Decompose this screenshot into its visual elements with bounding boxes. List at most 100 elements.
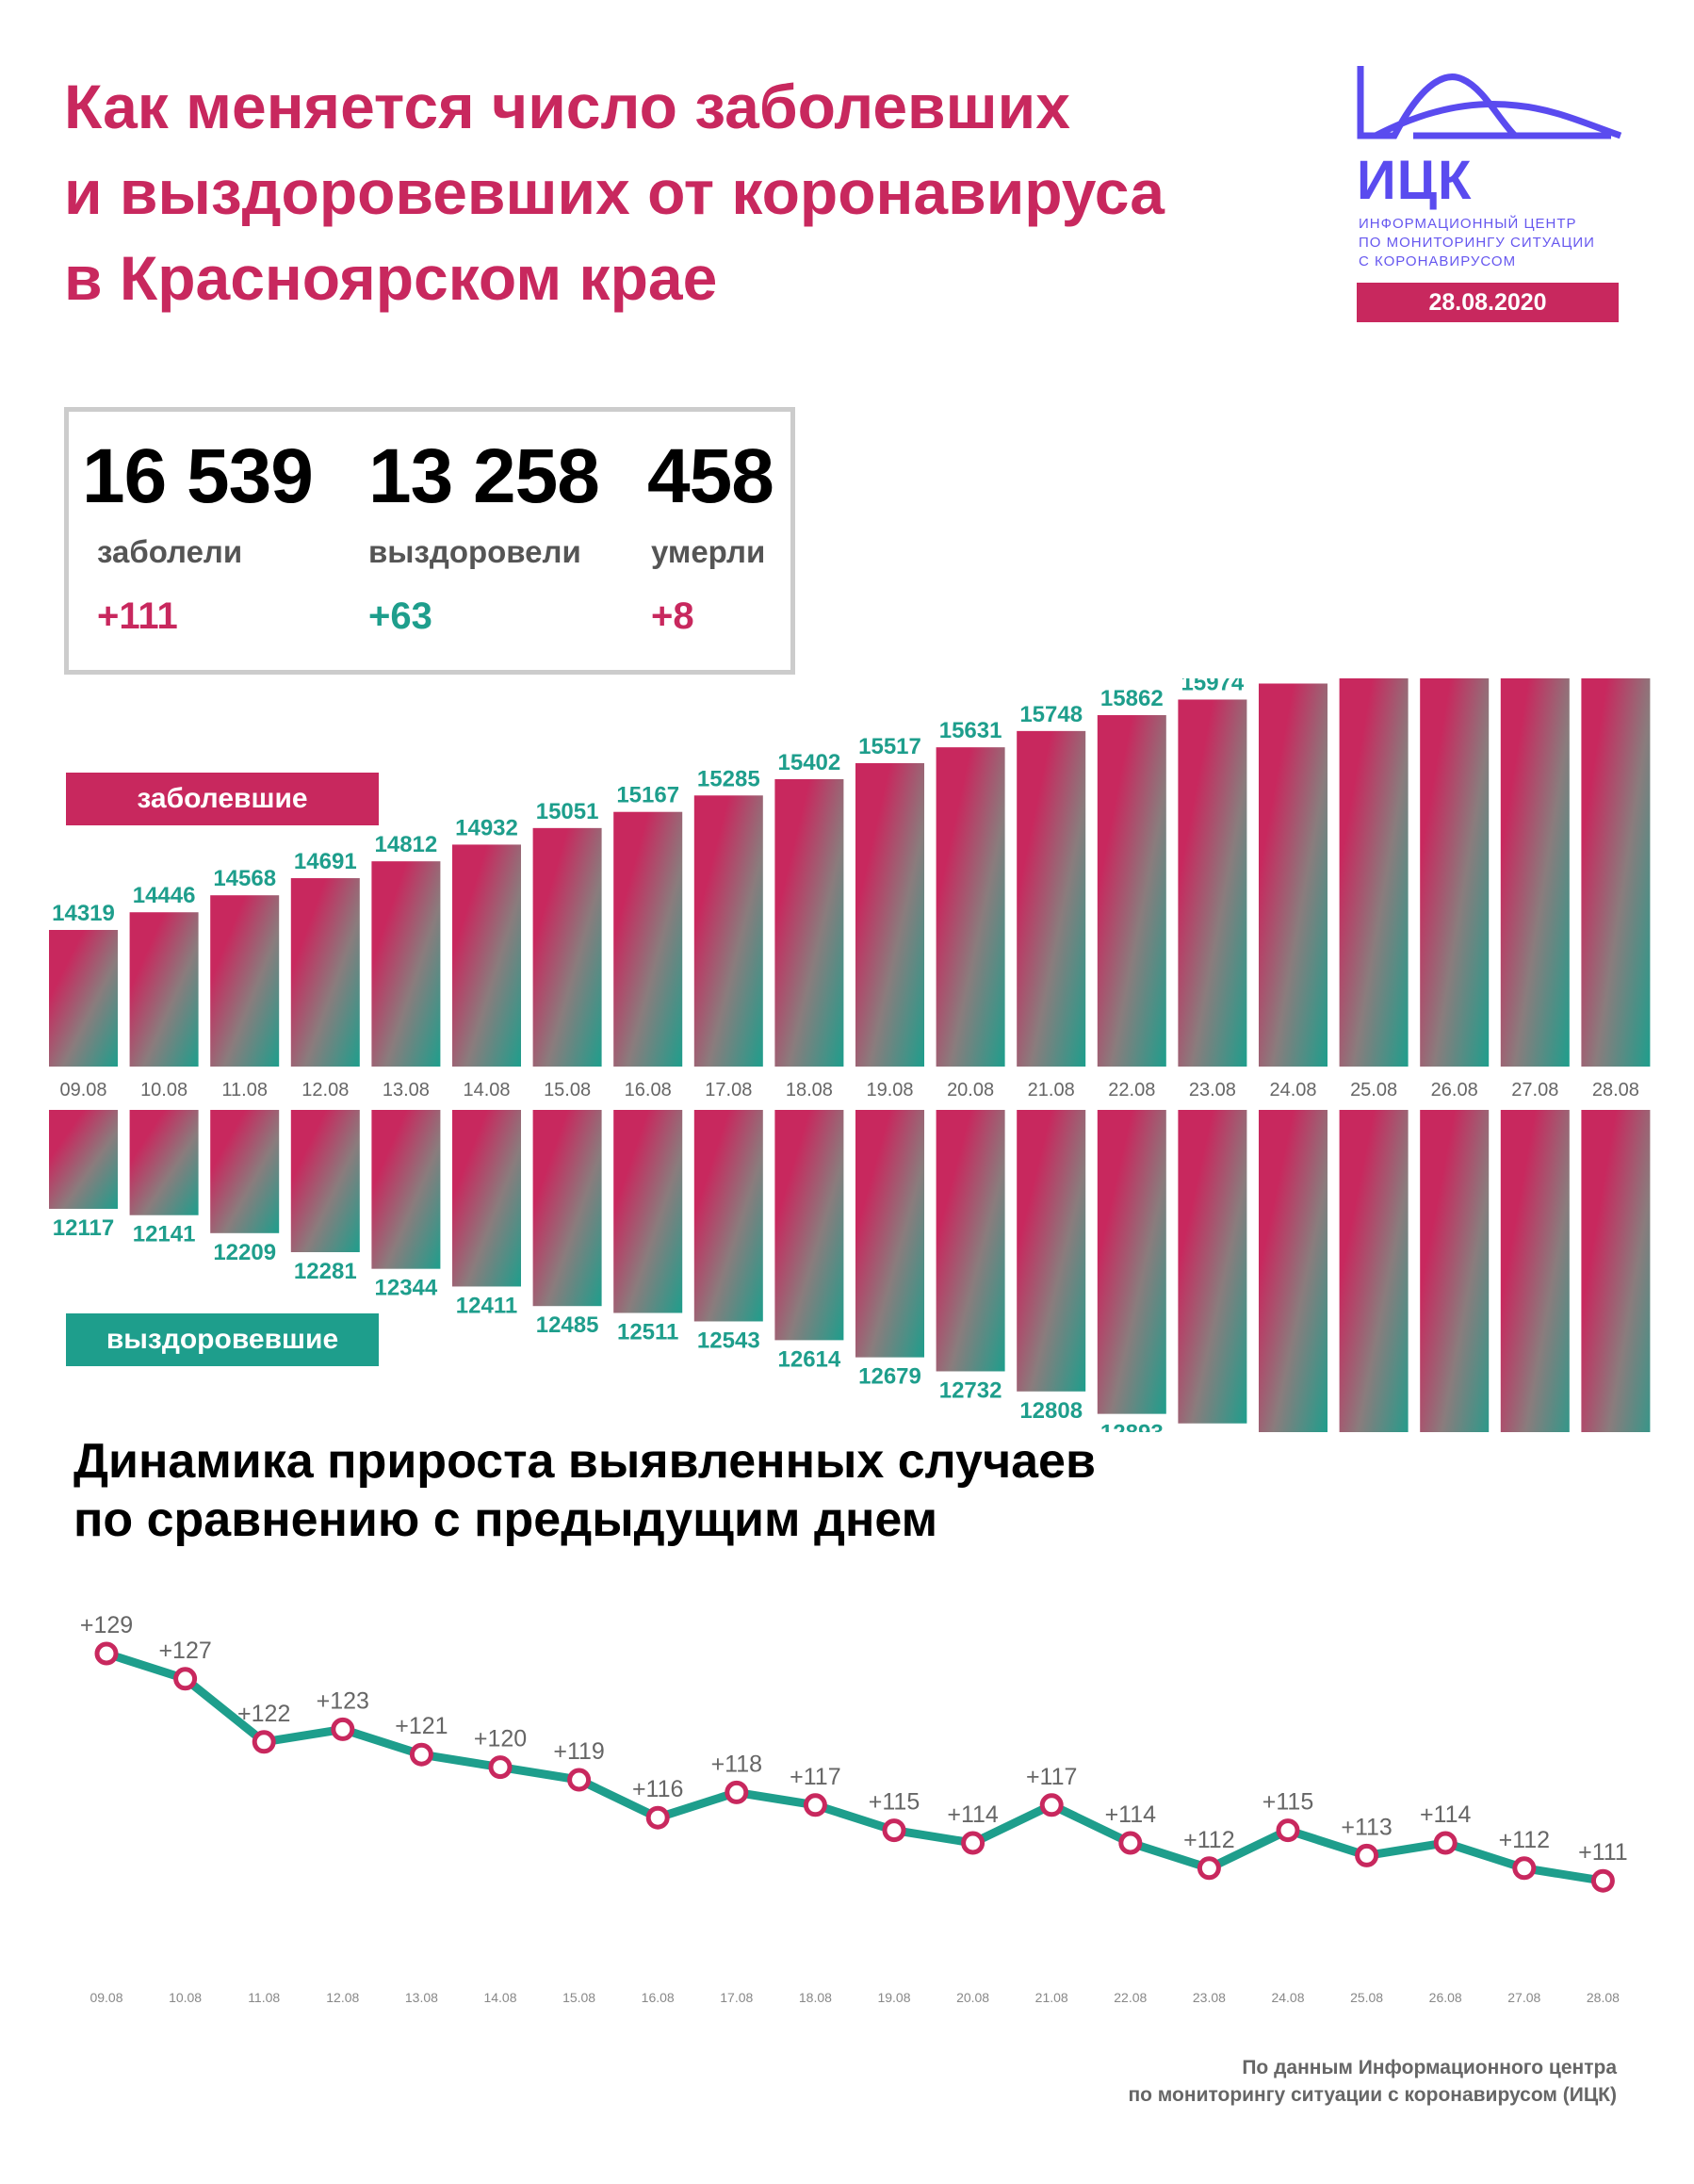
infected-bar-17.08 bbox=[693, 795, 763, 1067]
infected-value-label: 14691 bbox=[294, 849, 357, 874]
increase-value-label: +118 bbox=[711, 1751, 762, 1777]
deaths-delta: +8 bbox=[651, 595, 694, 637]
line-date-label: 21.08 bbox=[1035, 1990, 1068, 2005]
increase-point bbox=[567, 1768, 592, 1792]
line-date-label: 17.08 bbox=[720, 1990, 753, 2005]
recovered-value-label: 12614 bbox=[778, 1346, 841, 1372]
line-date-label: 10.08 bbox=[169, 1990, 202, 2005]
logo-abbreviation: ИЦК bbox=[1357, 150, 1473, 211]
recovered-bar-26.08 bbox=[1420, 1110, 1490, 1432]
recovered-bar-12.08 bbox=[290, 1110, 360, 1252]
infected-bar-28.08 bbox=[1581, 678, 1651, 1067]
infected-value-label: 14319 bbox=[52, 901, 115, 926]
bar-date-label: 22.08 bbox=[1108, 1080, 1155, 1100]
infected-value-label: 15051 bbox=[536, 799, 599, 824]
recovered-bar-17.08 bbox=[693, 1110, 763, 1322]
recovered-bar-27.08 bbox=[1500, 1110, 1570, 1432]
bar-date-label: 25.08 bbox=[1350, 1080, 1397, 1100]
infected-series-tag: заболевшие bbox=[66, 773, 379, 825]
bar-date-label: 16.08 bbox=[625, 1080, 672, 1100]
recovered-value-label: 12543 bbox=[697, 1328, 760, 1353]
infected-bar-10.08 bbox=[129, 912, 199, 1067]
infected-value-label: 15167 bbox=[616, 783, 679, 808]
increase-point bbox=[409, 1742, 433, 1767]
increase-value-label: +115 bbox=[869, 1789, 920, 1816]
infected-value-label: 15517 bbox=[858, 734, 921, 759]
bar-date-label: 18.08 bbox=[786, 1080, 833, 1100]
infected-label: заболели bbox=[97, 534, 243, 569]
increase-point bbox=[1039, 1793, 1064, 1817]
increase-point bbox=[1355, 1843, 1379, 1867]
line-date-label: 22.08 bbox=[1114, 1990, 1147, 2005]
increase-value-label: +112 bbox=[1183, 1827, 1234, 1853]
line-date-label: 26.08 bbox=[1429, 1990, 1462, 2005]
recovered-bar-11.08 bbox=[210, 1110, 280, 1233]
line-chart-title-line-2: по сравнению с предыдущим днем bbox=[73, 1492, 938, 1547]
infected-bar-18.08 bbox=[774, 778, 844, 1067]
recovered-value-label: 12929 bbox=[1181, 1430, 1245, 1432]
line-chart-title: Динамика прироста выявленных случаев по … bbox=[73, 1432, 1096, 1549]
infected-value-label: 14446 bbox=[133, 883, 196, 908]
recovered-value-label: 12281 bbox=[294, 1259, 357, 1284]
recovered-value-label: 12511 bbox=[617, 1319, 678, 1345]
recovered-value-label: 12117 bbox=[53, 1215, 114, 1241]
recovered-value-label: 12732 bbox=[939, 1377, 1002, 1403]
infected-value-label: 14568 bbox=[213, 866, 276, 891]
recovered-value-label: 12209 bbox=[213, 1240, 276, 1265]
bar-date-label: 15.08 bbox=[544, 1080, 591, 1100]
increase-point bbox=[331, 1717, 355, 1741]
infected-value-label: 14812 bbox=[375, 832, 438, 857]
increase-point bbox=[1512, 1856, 1537, 1881]
increase-point bbox=[803, 1793, 827, 1817]
infected-bar-22.08 bbox=[1097, 715, 1166, 1067]
recovered-label: выздоровели bbox=[368, 534, 581, 569]
increase-point bbox=[882, 1818, 906, 1843]
increase-value-label: +111 bbox=[1578, 1839, 1628, 1866]
infected-bar-14.08 bbox=[452, 844, 521, 1067]
recovered-total: 13 258 bbox=[368, 433, 600, 519]
recovered-value-label: 12141 bbox=[133, 1222, 196, 1247]
line-date-label: 09.08 bbox=[90, 1990, 122, 2005]
increase-point bbox=[1433, 1831, 1458, 1855]
infected-bar-19.08 bbox=[855, 762, 924, 1067]
increase-value-label: +122 bbox=[237, 1701, 290, 1727]
recovered-bar-14.08 bbox=[452, 1110, 521, 1287]
bar-date-label: 27.08 bbox=[1511, 1080, 1558, 1100]
recovered-bar-15.08 bbox=[532, 1110, 602, 1307]
infected-bar-24.08 bbox=[1259, 683, 1328, 1067]
increase-value-label: +121 bbox=[395, 1713, 448, 1739]
recovered-bar-16.08 bbox=[613, 1110, 683, 1313]
increase-value-label: +114 bbox=[1420, 1801, 1472, 1828]
recovered-value-label: 12485 bbox=[536, 1312, 599, 1338]
recovered-value-label: 12344 bbox=[375, 1276, 438, 1301]
line-date-label: 24.08 bbox=[1271, 1990, 1304, 2005]
line-date-label: 20.08 bbox=[956, 1990, 989, 2005]
infected-bar-23.08 bbox=[1178, 699, 1247, 1067]
increase-point bbox=[94, 1641, 119, 1666]
footnote-line-2: по мониторингу ситуации с коронавирусом … bbox=[1128, 2084, 1617, 2106]
recovered-bar-22.08 bbox=[1097, 1110, 1166, 1414]
increase-value-label: +129 bbox=[80, 1612, 133, 1638]
bar-date-label: 14.08 bbox=[463, 1080, 510, 1100]
line-date-label: 19.08 bbox=[877, 1990, 910, 2005]
bar-date-label: 21.08 bbox=[1028, 1080, 1075, 1100]
bar-date-label: 20.08 bbox=[947, 1080, 994, 1100]
infected-bar-12.08 bbox=[290, 878, 360, 1067]
recovered-series-tag: выздоровевшие bbox=[66, 1313, 379, 1366]
bar-date-label: 10.08 bbox=[140, 1080, 187, 1100]
deaths-total: 458 bbox=[647, 433, 774, 519]
increase-value-label: +123 bbox=[317, 1687, 369, 1714]
increase-point bbox=[173, 1667, 198, 1691]
line-date-label: 28.08 bbox=[1587, 1990, 1620, 2005]
bar-date-label: 23.08 bbox=[1189, 1080, 1236, 1100]
line-date-label: 14.08 bbox=[483, 1990, 516, 2005]
increase-value-label: +114 bbox=[947, 1801, 999, 1828]
infected-bar-21.08 bbox=[1017, 730, 1086, 1067]
increase-value-label: +127 bbox=[158, 1638, 211, 1664]
line-date-label: 25.08 bbox=[1350, 1990, 1383, 2005]
logo-subtitle-line-1: ИНФОРМАЦИОННЫЙ ЦЕНТР bbox=[1359, 216, 1577, 232]
infected-value-label: 15862 bbox=[1100, 686, 1164, 711]
recovered-bar-25.08 bbox=[1339, 1110, 1409, 1432]
recovered-bar-19.08 bbox=[855, 1110, 924, 1358]
increase-point bbox=[252, 1730, 276, 1754]
